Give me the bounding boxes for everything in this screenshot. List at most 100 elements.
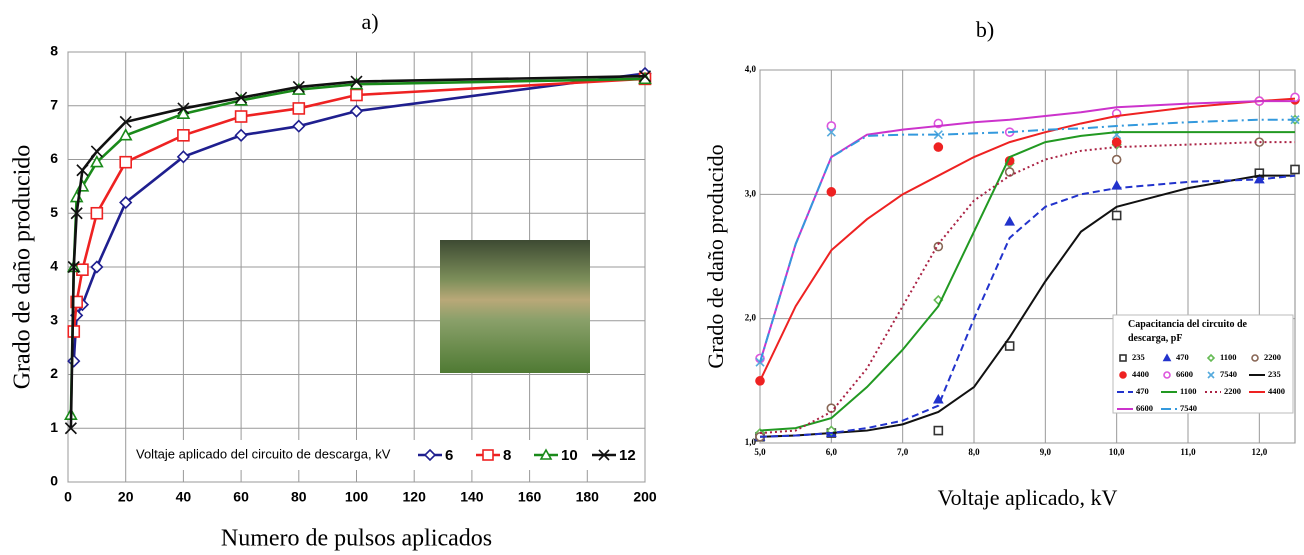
marker	[423, 448, 437, 462]
y-tick-label: 0	[50, 473, 58, 489]
y-tick-label: 2,0	[745, 313, 757, 323]
legend-box	[1112, 314, 1294, 414]
marker	[177, 129, 190, 142]
x-axis-label: Voltaje aplicado, kV	[938, 485, 1118, 510]
chart-title: a)	[361, 9, 378, 34]
legend-title: Capacitancia del circuito de descarga, p…	[1128, 319, 1247, 344]
marker	[76, 164, 89, 177]
legend-label: 235	[1268, 369, 1281, 379]
marker	[1254, 137, 1265, 147]
y-tick-label: 5	[50, 204, 58, 220]
x-axis-label: Numero de pulsos aplicados	[221, 526, 492, 552]
marker	[119, 155, 132, 169]
y-tick-label: 1,0	[745, 437, 757, 447]
y-tick-label: 1	[50, 419, 58, 435]
y-tick-label: 4	[50, 258, 58, 274]
legend-label: 4400	[1268, 386, 1285, 396]
marker	[90, 260, 104, 274]
marker	[118, 128, 133, 141]
series-line	[759, 131, 1295, 432]
x-tick-label: 10,0	[1109, 447, 1125, 457]
y-tick-label: 2	[50, 365, 58, 381]
legend-label: 6600	[1176, 369, 1193, 379]
marker	[176, 150, 191, 164]
marker	[1111, 154, 1122, 165]
legend-label: 12	[619, 447, 636, 464]
marker	[598, 449, 610, 461]
x-tick-label: 140	[460, 489, 484, 505]
marker	[119, 115, 132, 128]
legend-label: 235	[1132, 352, 1145, 362]
x-tick-label: 8,0	[968, 447, 980, 457]
x-tick-label: 200	[633, 489, 657, 505]
legend-label: 4400	[1132, 369, 1149, 379]
x-tick-label: 40	[176, 489, 192, 505]
marker	[64, 422, 77, 435]
series-line	[759, 141, 1295, 435]
x-tick-label: 12,0	[1251, 447, 1267, 457]
x-tick-label: 100	[345, 489, 369, 505]
x-tick-label: 5,0	[754, 447, 766, 457]
series-line	[759, 174, 1296, 438]
marker	[70, 295, 83, 309]
marker	[90, 206, 104, 220]
marker	[1004, 341, 1015, 351]
marker	[234, 128, 248, 142]
marker	[826, 121, 837, 131]
y-tick-label: 8	[50, 43, 58, 59]
marker	[119, 195, 133, 210]
marker	[1111, 210, 1122, 221]
legend-title: Voltaje aplicado del circuito de descarg…	[136, 446, 391, 461]
x-tick-label: 60	[233, 489, 249, 505]
marker	[177, 102, 190, 115]
marker	[292, 119, 306, 133]
marker	[234, 110, 248, 123]
y-tick-label: 4,0	[745, 64, 757, 74]
series-line	[759, 118, 1295, 363]
marker	[292, 102, 306, 115]
y-tick-label: 6	[50, 150, 58, 166]
legend-label: 10	[561, 447, 578, 464]
x-tick-label: 6,0	[826, 447, 838, 457]
legend-label: 470	[1176, 352, 1189, 362]
y-tick-label: 3,0	[745, 188, 757, 198]
legend-label: 1100	[1220, 352, 1237, 362]
y-tick-label: 7	[50, 96, 58, 112]
legend-label: 8	[503, 447, 511, 464]
series-line	[72, 72, 646, 362]
marker	[176, 106, 191, 120]
x-tick-label: 120	[403, 489, 427, 505]
x-tick-label: 160	[518, 489, 542, 505]
x-tick-label: 20	[118, 489, 134, 505]
marker	[70, 207, 83, 220]
marker	[826, 127, 836, 137]
x-tick-label: 9,0	[1040, 447, 1052, 457]
marker	[1206, 353, 1216, 363]
marker	[349, 104, 364, 118]
marker	[826, 187, 837, 197]
legend-label: 2200	[1264, 352, 1281, 362]
marker	[539, 448, 553, 460]
legend-label: 7540	[1220, 369, 1237, 379]
y-axis-label: Grado de daño producido	[10, 145, 36, 390]
marker	[1162, 353, 1172, 362]
marker	[1111, 137, 1122, 147]
y-axis-label: Grado de daño producido	[703, 144, 728, 368]
legend-label: 2200	[1224, 386, 1241, 396]
x-tick-label: 7,0	[897, 447, 909, 457]
marker	[1004, 216, 1016, 226]
y-tick-label: 3	[50, 311, 58, 327]
marker	[89, 155, 104, 168]
marker	[350, 75, 363, 88]
legend-label: 470	[1136, 386, 1149, 396]
marker	[482, 449, 494, 461]
marker	[638, 70, 652, 83]
x-tick-label: 180	[576, 489, 600, 505]
marker	[235, 91, 248, 104]
marker	[933, 130, 943, 140]
marker	[292, 80, 305, 94]
x-tick-label: 0	[64, 489, 72, 505]
legend-title-box: Capacitancia del circuito de descarga, p…	[1128, 319, 1247, 344]
x-tick-label: 11,0	[1180, 447, 1196, 457]
